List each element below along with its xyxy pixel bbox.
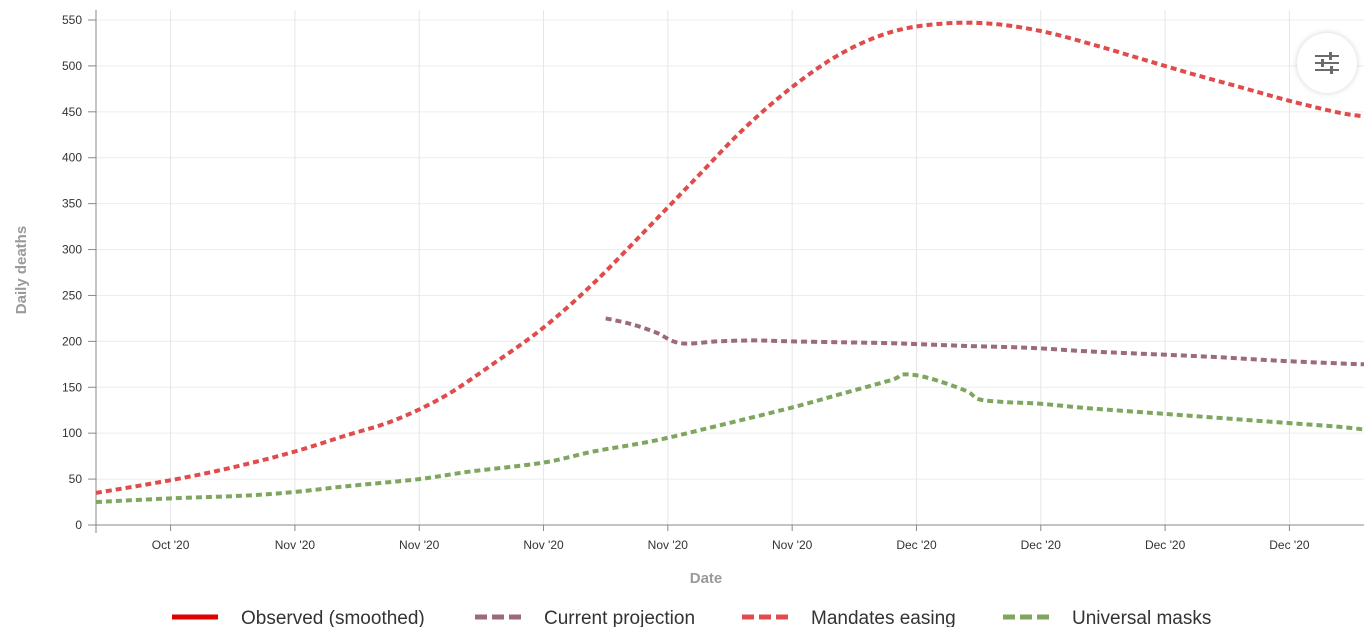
sliders-icon <box>1315 52 1339 74</box>
y-tick-label: 500 <box>62 59 82 73</box>
legend-label-3: Universal masks <box>1072 608 1211 627</box>
x-tick-label: Nov '20 <box>523 538 564 552</box>
legend: Observed (smoothed) Current projection Man… <box>172 608 1211 627</box>
x-axis-title: Date <box>690 570 723 587</box>
y-tick-label: 550 <box>62 13 82 27</box>
series-line-1 <box>605 316 1364 367</box>
tick-labels: 0 50 100 150 200 250 300 350 400 450 500 550 Oct '20… <box>62 13 1310 552</box>
y-tick-label: 350 <box>62 197 82 211</box>
y-tick-label: 0 <box>75 518 82 532</box>
y-tick-label: 200 <box>62 334 82 348</box>
series-lines <box>96 20 1364 504</box>
x-tick-label: Dec '20 <box>896 538 937 552</box>
x-tick-label: Dec '20 <box>1021 538 1062 552</box>
y-tick-label: 100 <box>62 426 82 440</box>
axes <box>88 10 1364 533</box>
y-tick-label: 250 <box>62 288 82 302</box>
y-axis-title: Daily deaths <box>13 226 30 314</box>
legend-label-0: Observed (smoothed) <box>241 608 425 627</box>
y-tick-label: 50 <box>69 472 83 486</box>
y-tick-label: 400 <box>62 151 82 165</box>
legend-label-2: Mandates easing <box>811 608 956 627</box>
x-tick-label: Nov '20 <box>275 538 316 552</box>
y-tick-label: 450 <box>62 105 82 119</box>
x-tick-label: Nov '20 <box>648 538 689 552</box>
x-tick-label: Dec '20 <box>1145 538 1186 552</box>
chart-settings-button[interactable] <box>1297 33 1357 93</box>
y-tick-label: 300 <box>62 243 82 257</box>
series-line-2 <box>96 20 1364 495</box>
grid <box>96 10 1364 526</box>
series-line-3 <box>96 372 1364 504</box>
x-tick-label: Nov '20 <box>772 538 813 552</box>
legend-label-1: Current projection <box>544 608 695 627</box>
y-tick-label: 150 <box>62 380 82 394</box>
x-tick-label: Oct '20 <box>152 538 190 552</box>
x-tick-label: Nov '20 <box>399 538 440 552</box>
x-tick-label: Dec '20 <box>1269 538 1310 552</box>
